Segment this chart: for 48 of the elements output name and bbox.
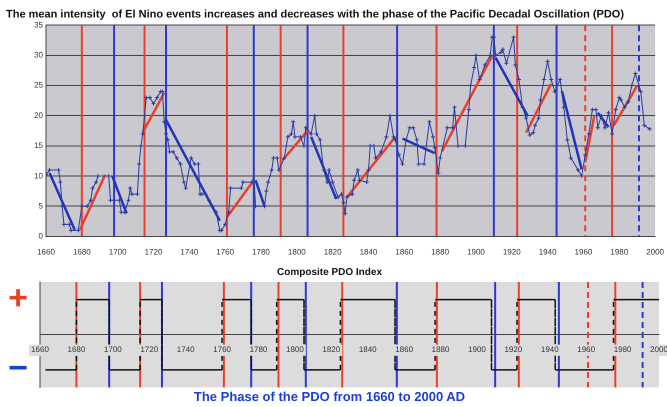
text: +: [8, 278, 28, 317]
x-tick-label: 1920: [504, 344, 523, 354]
y-tick-label: 30: [34, 50, 44, 60]
x-tick-label: 1980: [614, 344, 632, 354]
x-tick-label: 1800: [288, 247, 306, 256]
x-tick-label: 1840: [360, 247, 378, 256]
y-tick-label: 0: [38, 232, 44, 241]
x-tick-label: 1820: [324, 247, 342, 256]
x-tick-label: 1660: [31, 344, 50, 354]
x-tick-label: 1740: [180, 247, 199, 256]
x-tick-label: 1960: [577, 344, 596, 354]
x-tick-label: 2000: [646, 247, 665, 256]
y-tick-label: 15: [34, 141, 44, 150]
x-axis-title: The Phase of the PDO from 1660 to 2000 AD: [194, 388, 466, 404]
x-tick-label: 1860: [395, 344, 414, 354]
y-tick-label: 10: [34, 171, 44, 180]
x-tick-label: 1680: [68, 344, 86, 354]
x-tick-label: 1940: [540, 344, 560, 354]
x-tick-label: 1720: [140, 344, 159, 354]
x-tick-label: 1760: [213, 344, 232, 354]
x-tick-label: 1960: [574, 247, 593, 256]
x-tick-label: 1980: [610, 247, 629, 256]
x-tick-label: 1780: [250, 344, 268, 354]
x-tick-label: 1760: [216, 247, 235, 256]
x-tick-label: 1820: [322, 344, 341, 354]
x-tick-label: 1780: [252, 247, 270, 256]
x-tick-label: 1900: [468, 344, 486, 354]
y-tick-label: 5: [38, 201, 44, 210]
x-tick-label: 1800: [286, 344, 304, 354]
x-tick-label: 1880: [432, 344, 450, 354]
x-tick-label: 1900: [467, 247, 486, 256]
text: −: [8, 349, 28, 388]
x-tick-label: 1940: [538, 247, 558, 256]
x-tick-label: 1700: [104, 344, 122, 354]
y-tick-label: 35: [34, 20, 44, 30]
chart-title: Composite PDO Index: [276, 266, 382, 278]
y-tick-label: 20: [34, 110, 44, 120]
x-tick-label: 1720: [144, 247, 163, 256]
x-tick-label: 1660: [37, 247, 56, 256]
x-tick-label: 1920: [502, 247, 522, 256]
x-tick-label: 1740: [176, 344, 196, 354]
x-tick-label: 1700: [108, 247, 128, 256]
chart-title: The mean intensity of El Nino events increases and decreases with the phase of the Pacific Decadal Oscillation (PDO): [6, 8, 624, 21]
x-tick-label: 1680: [72, 247, 92, 256]
x-tick-label: 1840: [358, 344, 378, 354]
x-tick-label: 1860: [395, 247, 414, 256]
y-tick-label: 25: [34, 80, 44, 90]
x-tick-label: 1880: [431, 247, 450, 256]
